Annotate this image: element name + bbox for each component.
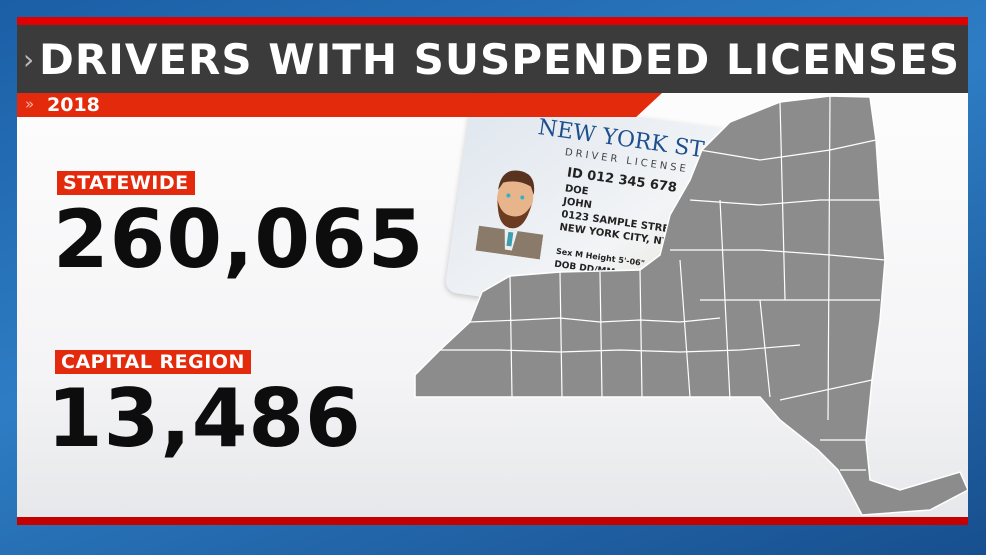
portrait-icon (475, 170, 544, 260)
title-bar: › DRIVERS WITH SUSPENDED LICENSES (17, 25, 968, 93)
bottom-stripe (17, 517, 968, 525)
capital-region-value: 13,486 (47, 372, 362, 465)
capital-region-label: CAPITAL REGION (55, 350, 251, 374)
year-bar: » 2018 (17, 93, 662, 117)
license-card-image: NEW YORK STATE DRIVER LICENSE ID 012 345… (444, 93, 750, 331)
county-lines (440, 95, 886, 471)
graphic-panel: › DRIVERS WITH SUSPENDED LICENSES NEW YO… (17, 17, 968, 525)
chevron-right-icon: › (23, 43, 35, 76)
year-label: 2018 (47, 94, 100, 116)
statewide-label: STATEWIDE (57, 171, 195, 195)
statewide-value: 260,065 (53, 193, 425, 286)
state-outline (414, 95, 968, 516)
double-chevron-icon: » (25, 95, 35, 113)
new-york-state-map (414, 95, 968, 516)
top-stripe (17, 17, 968, 25)
page-title: DRIVERS WITH SUSPENDED LICENSES (39, 35, 961, 84)
